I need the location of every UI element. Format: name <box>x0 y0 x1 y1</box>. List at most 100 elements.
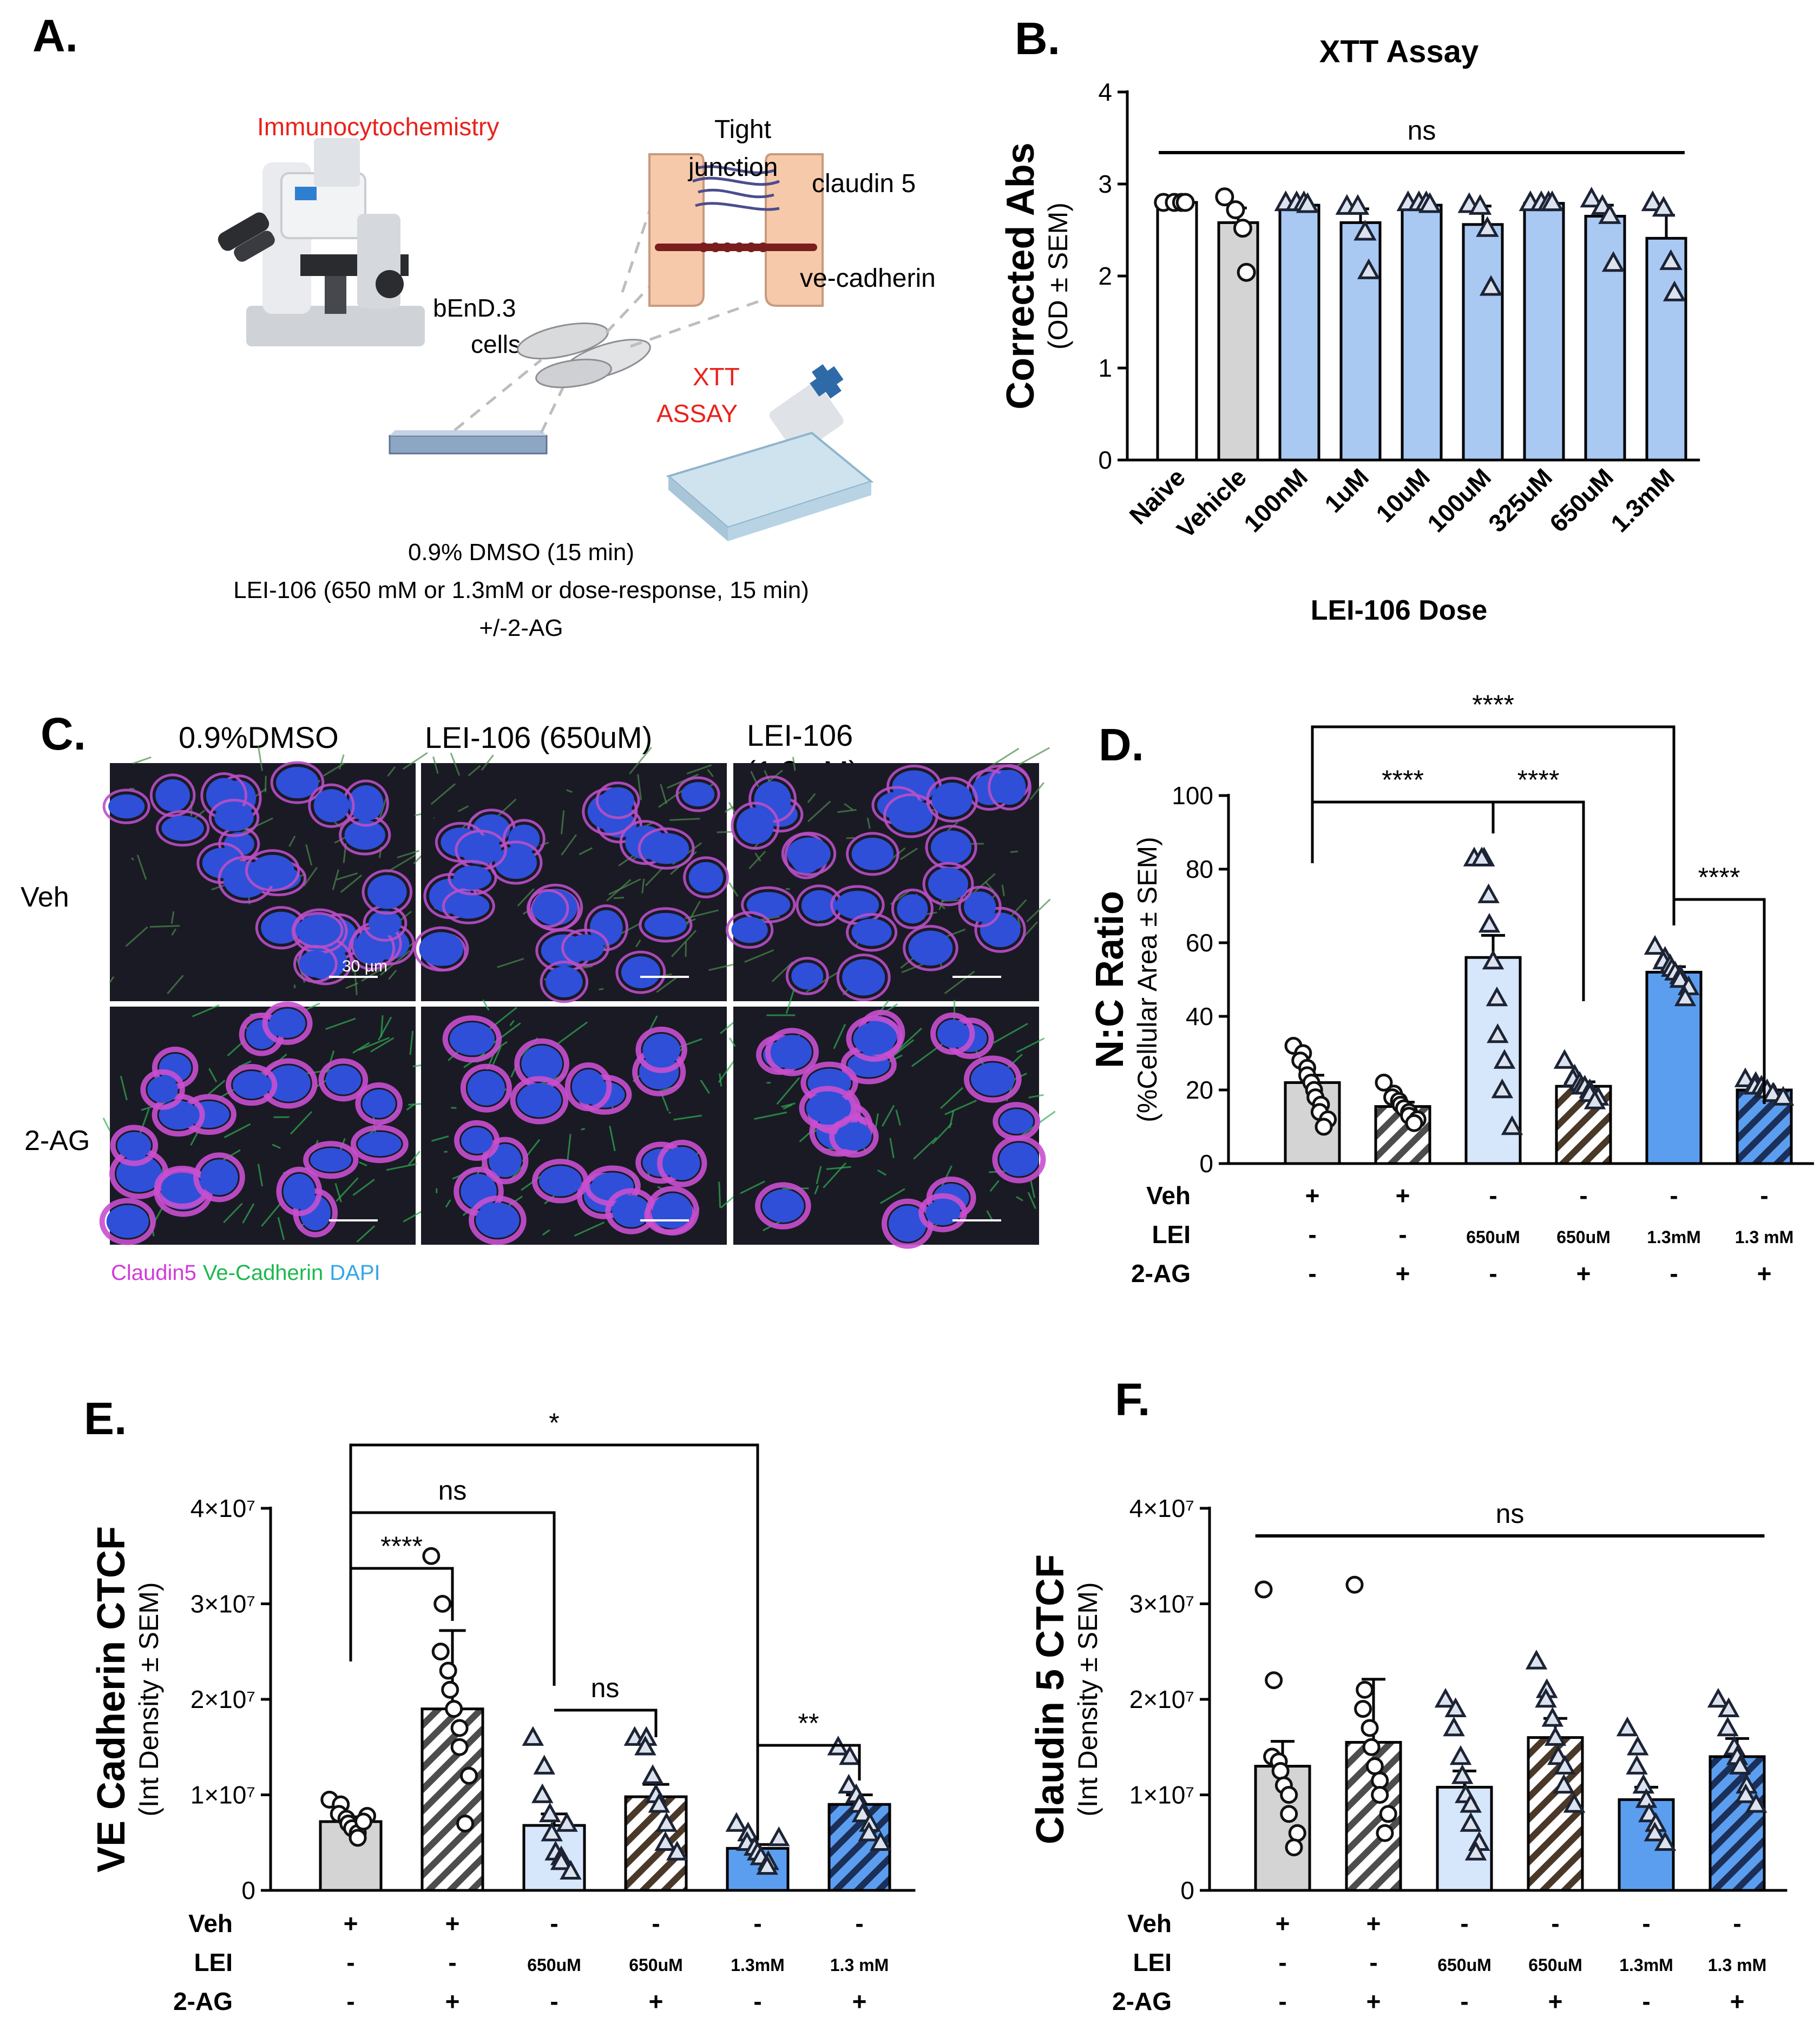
protocol-line-2: LEI-106 (650 mM or 1.3mM or dose-respons… <box>233 577 809 603</box>
condition-value: - <box>1489 1181 1497 1210</box>
dapi-nucleus <box>454 866 491 890</box>
y-axis-subtitle: (OD ± SEM) <box>1043 202 1073 350</box>
condition-value: - <box>1278 1948 1286 1976</box>
significance-label: * <box>549 1408 559 1438</box>
data-point <box>1316 1119 1331 1134</box>
condition-value: + <box>1548 1987 1563 2015</box>
data-point <box>1290 1825 1305 1841</box>
data-point <box>1364 1739 1379 1755</box>
condition-value: - <box>1642 1987 1650 2015</box>
micrograph-tile <box>421 1000 750 1245</box>
y-tick-label: 1×10⁷ <box>1129 1781 1194 1809</box>
condition-value: - <box>550 1909 558 1937</box>
dapi-nucleus <box>314 789 349 822</box>
dapi-nucleus <box>567 935 604 961</box>
dapi-nucleus <box>853 1023 896 1055</box>
micrograph-tile <box>102 1003 442 1245</box>
dapi-nucleus <box>517 1083 562 1117</box>
significance-label: ns <box>591 1673 620 1703</box>
condition-value: - <box>1398 1220 1407 1249</box>
dapi-nucleus <box>889 799 933 832</box>
dapi-nucleus <box>539 1166 582 1196</box>
condition-row-label: 2-AG <box>1112 1987 1172 2015</box>
condition-value: 1.3mM <box>1619 1955 1673 1975</box>
scale-bar-label: 30 µm <box>342 957 387 975</box>
dapi-nucleus <box>419 932 463 965</box>
dapi-nucleus <box>448 894 489 918</box>
vecadherin-fiber <box>150 926 180 927</box>
condition-value: - <box>346 1948 354 1976</box>
dapi-nucleus <box>909 931 953 966</box>
dapi-nucleus <box>283 1174 315 1209</box>
vecadherin-fiber <box>103 1118 110 1131</box>
y-tick-label: 100 <box>1172 781 1213 810</box>
vecadherin-fiber <box>581 1128 585 1129</box>
y-tick-label: 1 <box>1098 354 1112 382</box>
significance-label: **** <box>380 1531 423 1561</box>
dapi-nucleus <box>233 1071 270 1099</box>
condition-value: - <box>652 1909 660 1937</box>
x-tick-label: 650uM <box>1544 463 1619 537</box>
y-tick-label: 3×10⁷ <box>1129 1590 1194 1618</box>
panel-c-letter: C. <box>41 708 86 759</box>
y-tick-label: 40 <box>1186 1002 1213 1030</box>
panel-c: C. 0.9%DMSO LEI-106 (650uM) LEI-106 (1.3… <box>21 708 1055 1285</box>
data-point <box>1238 264 1254 280</box>
condition-row-label: LEI <box>1152 1220 1191 1249</box>
dapi-nucleus <box>897 894 928 923</box>
y-tick-label: 2 <box>1098 262 1112 290</box>
bar <box>1158 202 1197 460</box>
condition-value: - <box>1308 1220 1316 1249</box>
data-point <box>1628 1758 1646 1773</box>
dapi-nucleus <box>299 951 332 977</box>
data-point <box>1357 1682 1372 1697</box>
condition-value: 1.3mM <box>1647 1227 1701 1247</box>
dapi-nucleus <box>689 862 724 893</box>
dapi-nucleus <box>621 956 660 988</box>
data-point <box>559 1815 576 1830</box>
condition-value: + <box>852 1987 867 2015</box>
y-tick-label: 4×10⁷ <box>1129 1494 1194 1522</box>
condition-row-label: Veh <box>188 1909 233 1937</box>
condition-value: 650uM <box>527 1955 581 1975</box>
condition-value: - <box>1369 1948 1377 1976</box>
data-point <box>1362 1720 1377 1736</box>
cells-label-1: bEnD.3 <box>433 294 516 322</box>
x-tick-label: 1uM <box>1319 463 1374 518</box>
condition-value: - <box>1579 1181 1587 1210</box>
dapi-nucleus <box>925 1200 960 1225</box>
y-tick-label: 2×10⁷ <box>1129 1685 1194 1713</box>
dapi-nucleus <box>971 1062 1015 1095</box>
dapi-nucleus <box>787 837 830 870</box>
dapi-nucleus <box>310 1148 351 1172</box>
y-axis-subtitle: (Int Density ± SEM) <box>134 1582 164 1816</box>
condition-value: - <box>1460 1909 1468 1937</box>
dapi-nucleus <box>791 963 823 990</box>
dapi-nucleus <box>107 1205 149 1238</box>
y-tick-label: 4×10⁷ <box>190 1494 255 1522</box>
dapi-nucleus <box>643 833 689 864</box>
dapi-nucleus <box>468 1071 505 1106</box>
dapi-nucleus <box>842 960 885 996</box>
y-tick-label: 3 <box>1098 170 1112 198</box>
dapi-nucleus <box>298 918 338 943</box>
data-point <box>350 1830 365 1845</box>
data-point <box>1481 916 1498 931</box>
y-tick-label: 3×10⁷ <box>190 1590 255 1618</box>
bar <box>1586 216 1625 461</box>
dapi-nucleus <box>681 782 714 806</box>
dapi-nucleus <box>851 919 891 946</box>
immunocytochemistry-label: Immunocytochemistry <box>257 113 499 141</box>
condition-value: + <box>1730 1987 1745 2015</box>
dapi-nucleus <box>572 1069 605 1104</box>
dapi-nucleus <box>642 1034 680 1066</box>
vecadherin-fiber <box>669 1112 671 1113</box>
condition-value: - <box>753 1987 761 2015</box>
condition-value: + <box>1276 1909 1290 1937</box>
condition-value: + <box>344 1909 358 1937</box>
condition-value: + <box>1396 1259 1410 1287</box>
data-point <box>452 1739 467 1755</box>
condition-value: 650uM <box>629 1955 683 1975</box>
